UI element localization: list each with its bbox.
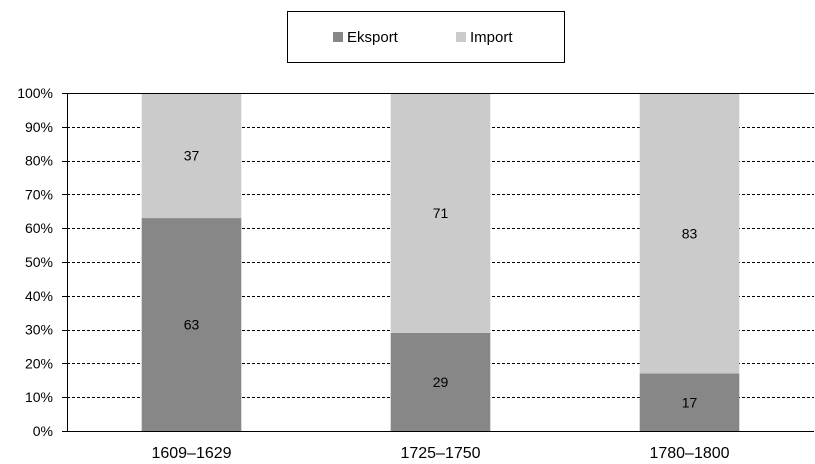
data-labels: 63 37 29 71 17 83 xyxy=(184,148,698,411)
bar-import-1725-1750 xyxy=(390,93,491,333)
axes: 0% 10% 20% 30% 40% 50% 60% 70% 80% 90% 100% 1609–16… xyxy=(17,85,814,462)
legend-label-import: Import xyxy=(470,29,513,46)
y-tick-label: 30% xyxy=(25,322,53,338)
bar-eksport-1780-1800 xyxy=(639,373,740,431)
y-tick-label: 40% xyxy=(25,288,53,304)
x-tick-label: 1725–1750 xyxy=(400,445,480,462)
data-label-eksport-1725-1750: 29 xyxy=(433,374,449,390)
legend-swatch-import xyxy=(456,32,466,42)
y-tick-label: 60% xyxy=(25,220,53,236)
y-tick-label: 100% xyxy=(17,85,53,101)
bars xyxy=(141,93,740,431)
legend-swatch-eksport xyxy=(333,32,343,42)
data-label-eksport-1780-1800: 17 xyxy=(682,394,698,410)
legend-box xyxy=(287,11,565,63)
legend-label-eksport: Eksport xyxy=(347,29,399,46)
legend: Eksport Import xyxy=(287,11,565,63)
y-tick-label: 90% xyxy=(25,119,53,135)
data-label-import-1725-1750: 71 xyxy=(433,205,449,221)
bar-eksport-1609-1629 xyxy=(141,218,242,431)
data-label-import-1780-1800: 83 xyxy=(682,225,698,241)
bar-eksport-1725-1750 xyxy=(390,332,491,431)
y-tick-label: 0% xyxy=(33,423,53,439)
x-tick-label: 1780–1800 xyxy=(649,445,729,462)
bar-import-1609-1629 xyxy=(141,93,242,219)
bar-import-1780-1800 xyxy=(639,93,740,374)
data-label-import-1609-1629: 37 xyxy=(184,148,200,164)
data-label-eksport-1609-1629: 63 xyxy=(184,317,200,333)
y-tick-label: 20% xyxy=(25,355,53,371)
y-tick-label: 50% xyxy=(25,254,53,270)
x-tick-label: 1609–1629 xyxy=(151,445,231,462)
y-tick-label: 80% xyxy=(25,153,53,169)
y-tick-label: 70% xyxy=(25,186,53,202)
y-tick-label: 10% xyxy=(25,389,53,405)
